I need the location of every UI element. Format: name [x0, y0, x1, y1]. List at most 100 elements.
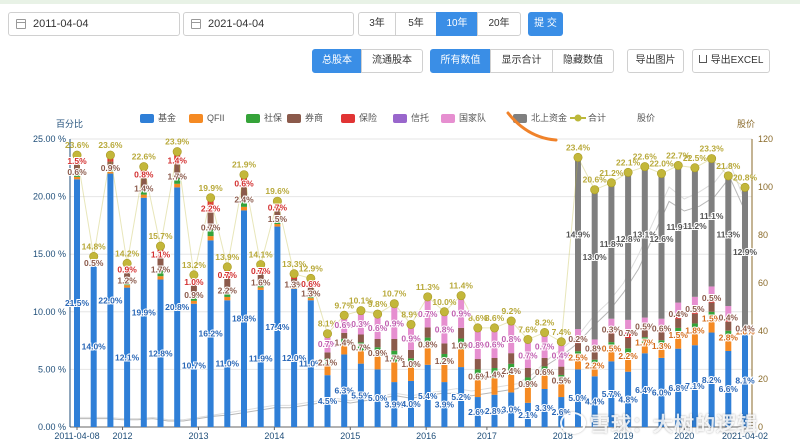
- show-total-button[interactable]: 显示合计: [490, 49, 553, 73]
- fund-label: 17.4%: [265, 322, 290, 332]
- y-tick-label: 25.00 %: [33, 134, 66, 144]
- fund-label: 2.6%: [468, 407, 488, 417]
- total-shares-button[interactable]: 总股本: [312, 49, 362, 73]
- legend-item[interactable]: 保险: [341, 112, 377, 123]
- bar-segment: [441, 311, 448, 344]
- total-label: 14.8%: [82, 242, 107, 252]
- legend-item[interactable]: QFII: [189, 113, 225, 123]
- bar-segment: [291, 279, 298, 286]
- total-label: 22.7%: [666, 150, 691, 160]
- total-marker: [189, 270, 199, 280]
- total-marker: [623, 167, 633, 177]
- period-3y-button[interactable]: 3年: [358, 12, 396, 36]
- segment-label: 0.5%: [635, 321, 655, 331]
- bar-fund: [458, 367, 465, 427]
- bar-segment: [224, 291, 231, 297]
- bar-fund: [274, 226, 281, 427]
- bar-segment: [257, 283, 264, 288]
- bar-segment: [241, 206, 247, 211]
- bar-north: [625, 172, 632, 320]
- legend-item[interactable]: 合计: [570, 112, 606, 123]
- bar-segment: [641, 337, 648, 343]
- bar-segment: [608, 318, 615, 330]
- legend-item[interactable]: 北上资金: [513, 112, 567, 123]
- segment-label: 0.8%: [468, 340, 488, 350]
- total-marker: [89, 252, 99, 262]
- bar-segment: [441, 353, 448, 365]
- bar-fund: [324, 375, 331, 427]
- segment-label: 1.0%: [184, 277, 204, 287]
- bar-fund: [307, 300, 314, 427]
- legend-swatch: [441, 114, 455, 123]
- bar-fund: [691, 345, 698, 427]
- start-date-input[interactable]: 2011-04-04: [8, 12, 180, 36]
- segment-label: 0.7%: [535, 342, 555, 352]
- bar-segment: [491, 368, 498, 379]
- segment-label: 2.4%: [502, 366, 522, 376]
- segment-label: 1.8%: [685, 326, 705, 336]
- legend-item[interactable]: 信托: [393, 112, 429, 123]
- bar-fund: [658, 357, 665, 427]
- submit-button[interactable]: 提 交: [528, 12, 563, 36]
- bar-segment: [424, 337, 431, 348]
- end-date-input[interactable]: 2021-04-04: [183, 12, 354, 36]
- segment-label: 0.4%: [669, 309, 689, 319]
- total-label: 15.7%: [148, 231, 173, 241]
- segment-label: 0.7%: [518, 350, 538, 360]
- total-label: 13.9%: [215, 252, 240, 262]
- export-excel-label: 导出EXCEL: [710, 55, 764, 66]
- total-marker: [606, 178, 616, 188]
- download-icon: [698, 55, 707, 63]
- legend-item[interactable]: 国家队: [441, 112, 486, 123]
- fund-label: 3.9%: [435, 400, 455, 410]
- segment-label: 2.4%: [234, 195, 254, 205]
- y2-tick-label: 60: [758, 278, 768, 288]
- segment-label: 1.3%: [652, 341, 672, 351]
- bar-segment: [541, 332, 548, 358]
- segment-label: 0.3%: [602, 324, 622, 334]
- fund-label: 6.0%: [652, 387, 672, 397]
- bar-segment: [591, 339, 598, 349]
- hide-values-button[interactable]: 隐藏数值: [552, 49, 614, 73]
- legend-item[interactable]: 社保: [246, 112, 282, 123]
- total-label: 19.9%: [199, 183, 224, 193]
- bar-segment: [374, 338, 381, 348]
- y2-tick-label: 80: [758, 230, 768, 240]
- export-excel-button[interactable]: 导出EXCEL: [692, 49, 770, 73]
- fund-label: 16.2%: [199, 329, 224, 339]
- bar-fund: [74, 179, 80, 427]
- bar-fund: [591, 376, 598, 427]
- period-10y-button[interactable]: 10年: [436, 12, 478, 36]
- segment-label: 0.9%: [184, 290, 204, 300]
- segment-label: 1.5%: [268, 214, 288, 224]
- legend-swatch: [341, 114, 355, 123]
- fund-label: 5.4%: [418, 391, 438, 401]
- y-tick-label: 10.00 %: [33, 307, 66, 317]
- bar-segment: [391, 338, 398, 351]
- total-marker: [122, 258, 132, 268]
- segment-label: 1.6%: [735, 327, 755, 337]
- legend-label: 北上资金: [531, 112, 567, 123]
- export-image-button[interactable]: 导出图片: [627, 49, 684, 73]
- fund-label: 6.3%: [335, 386, 355, 396]
- bar-segment: [641, 330, 648, 338]
- legend-swatch: [287, 114, 301, 123]
- bar-segment: [124, 285, 131, 288]
- legend-label: 保险: [359, 112, 377, 123]
- total-marker: [256, 260, 266, 270]
- total-marker: [506, 316, 516, 326]
- legend-item[interactable]: 基金: [140, 112, 176, 123]
- bar-segment: [190, 274, 197, 286]
- legend-item[interactable]: 券商: [287, 112, 323, 123]
- bar-fund: [374, 369, 381, 427]
- bar-segment: [508, 353, 515, 364]
- bar-fund: [541, 388, 548, 427]
- legend-item[interactable]: 股价: [637, 113, 655, 123]
- total-label: 14.2%: [115, 248, 140, 258]
- period-20y-button[interactable]: 20年: [477, 12, 521, 36]
- north-label: 13.1%: [633, 230, 658, 240]
- period-5y-button[interactable]: 5年: [395, 12, 437, 36]
- float-shares-button[interactable]: 流通股本: [361, 49, 423, 73]
- legend-swatch: [140, 114, 154, 123]
- bar-segment: [458, 295, 465, 328]
